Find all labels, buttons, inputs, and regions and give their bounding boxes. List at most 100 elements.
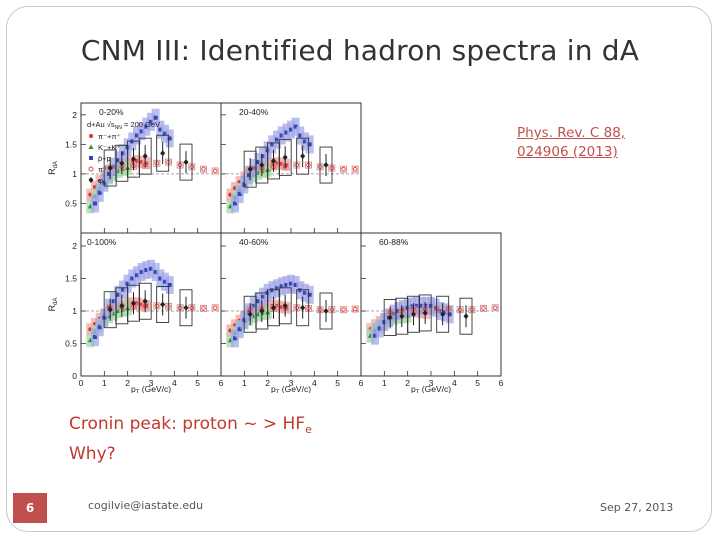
proton-point <box>279 133 284 138</box>
phi-box <box>319 292 333 330</box>
y-axis-label-main: R <box>47 304 57 311</box>
legend-energy-value: = 200 GeV <box>122 120 160 129</box>
legend-label: φ <box>98 176 103 185</box>
x-axis-unit: (GeV/c) <box>279 384 311 393</box>
x-tick-label: 1 <box>382 378 387 388</box>
phi-point <box>259 162 265 169</box>
proton-point <box>307 292 312 297</box>
pi0-point <box>212 168 218 174</box>
proton-point <box>275 286 279 291</box>
proton-point <box>415 303 419 308</box>
proton-point <box>275 137 279 142</box>
proton-point <box>401 307 405 312</box>
y-tick-label: 1 <box>72 306 77 316</box>
phi-point <box>107 165 113 171</box>
pi0-box <box>351 305 359 313</box>
phi-box <box>296 289 310 327</box>
y-tick-label: 1 <box>72 169 77 179</box>
phi-point <box>282 154 288 161</box>
legend-system: d+Au √sNN = 200 GeV <box>87 120 160 131</box>
x-tick-label: 3 <box>149 378 154 388</box>
phi-box <box>156 286 170 323</box>
phi-point <box>131 300 136 307</box>
proton-point <box>284 283 289 287</box>
phi-point <box>463 313 469 320</box>
pi0-point <box>341 307 346 312</box>
reference-line-1[interactable]: Phys. Rev. C 88, <box>517 125 626 141</box>
x-tick-label: 2 <box>265 378 270 388</box>
phi-point <box>323 162 329 169</box>
proton-point <box>116 292 121 297</box>
proton-point <box>153 115 158 120</box>
proton-point <box>419 303 424 308</box>
proton-point <box>251 303 256 308</box>
phi-point <box>271 304 276 311</box>
phi-point <box>247 166 253 173</box>
footer-date: Sep 27, 2013 <box>600 501 674 514</box>
reference-link[interactable]: Phys. Rev. C 88, 024906 (2013) <box>517 124 657 162</box>
pi0-point <box>341 166 346 172</box>
phi-box <box>278 138 292 176</box>
x-tick-label: 3 <box>289 378 294 388</box>
pi0-box <box>211 304 219 312</box>
x-tick-label: 6 <box>219 378 224 388</box>
rda-figure: 0-20% 20-40% 0-100% 40-60% 60-88% 0.5 1 1.5 2 RdA… <box>47 93 515 396</box>
proton-point <box>396 309 401 313</box>
proton-point <box>144 124 149 129</box>
caption-line-2: Why? <box>69 444 116 464</box>
y-tick-label: 2 <box>72 110 77 120</box>
proton-point <box>298 288 303 293</box>
phi-point <box>183 159 189 166</box>
phi-box <box>436 295 450 333</box>
panel-60-88%: 60-88% <box>360 232 502 377</box>
phi-point <box>300 153 306 160</box>
proton-point <box>256 160 261 165</box>
proton-point <box>373 333 377 338</box>
pi0-box <box>340 165 347 173</box>
x-tick-label: 3 <box>429 378 434 388</box>
phi-point <box>142 153 148 160</box>
pi0-point <box>492 305 498 310</box>
phi-point <box>119 160 125 167</box>
y-tick-label: 0 <box>72 371 77 381</box>
pi0-box <box>351 165 359 173</box>
proton-point <box>125 281 130 286</box>
legend-label: K⁻+K⁺ <box>98 143 120 152</box>
panel-0-20%: 0-20% <box>80 102 222 234</box>
x-tick-label: 1 <box>102 378 107 388</box>
caption-subscript: e <box>305 423 312 436</box>
x-axis-label-main: p <box>131 384 136 393</box>
proton-point <box>167 136 172 141</box>
phi-point <box>300 304 306 311</box>
panel-label: 20-40% <box>239 107 269 117</box>
legend-label: p̄+p <box>98 154 111 163</box>
legend-label: π⁻+π⁺ <box>98 132 121 141</box>
phi-point <box>160 150 166 157</box>
panel-20-40%: 20-40% <box>220 102 362 234</box>
proton-point <box>289 127 293 132</box>
legend-kaon-marker <box>88 144 94 149</box>
phi-point <box>411 311 416 318</box>
phi-point <box>387 314 393 321</box>
y-tick-label: 1.5 <box>65 139 77 149</box>
proton-point <box>111 299 116 304</box>
slide-frame <box>6 6 712 532</box>
proton-point <box>139 129 144 134</box>
proton-point <box>144 268 149 273</box>
reference-line-2[interactable]: 024906 (2013) <box>517 144 618 160</box>
caption-text: Cronin peak: proton ~ > HF <box>69 414 306 434</box>
proton-point <box>116 158 121 163</box>
pi0-point <box>352 166 358 172</box>
phi-point <box>160 301 166 308</box>
proton-point <box>261 154 265 159</box>
phi-point <box>142 298 148 305</box>
phi-box <box>278 287 292 325</box>
phi-box <box>179 143 193 181</box>
proton-point <box>111 164 116 169</box>
proton-point <box>121 287 125 292</box>
proton-point <box>284 130 289 135</box>
phi-point <box>399 313 405 320</box>
y-axis-label: RdA <box>47 298 59 312</box>
proton-point <box>237 192 242 196</box>
caption: Cronin peak: proton ~ > HFe Why? <box>69 412 312 467</box>
